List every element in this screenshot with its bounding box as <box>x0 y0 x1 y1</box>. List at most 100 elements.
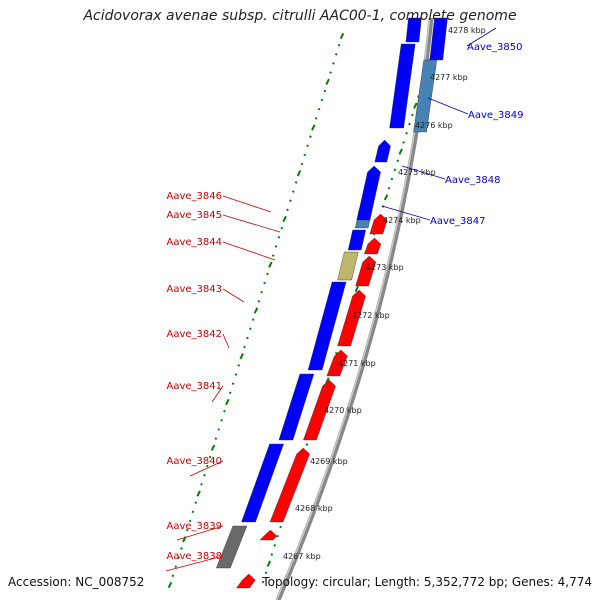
guide-tick-right <box>305 443 309 446</box>
kbp-label: 4272 kbp <box>352 311 390 320</box>
label-leader-left <box>211 385 224 403</box>
gene-feature-left <box>241 443 284 523</box>
guide-tick-left <box>271 254 275 257</box>
gene-label-left: Aave_3839 <box>167 521 223 532</box>
label-leader-right <box>381 205 431 221</box>
gene-label-left: Aave_3838 <box>167 551 223 562</box>
gene-label-right: Aave_3847 <box>430 216 486 227</box>
map-title: Acidovorax avenae subsp. citrulli AAC00-… <box>83 8 517 24</box>
guide-tick-left <box>171 574 175 578</box>
label-leader-left <box>165 555 224 572</box>
guide-tick-right <box>264 571 268 575</box>
guide-tick-right <box>396 159 400 163</box>
gene-feature-forward <box>303 379 336 441</box>
guide-tick-right <box>273 544 277 547</box>
guide-tick-left <box>289 199 292 203</box>
guide-tick-left <box>167 581 173 589</box>
kbp-label: 4273 kbp <box>366 263 404 272</box>
guide-tick-left <box>191 510 195 514</box>
gene-feature-forward <box>364 237 382 255</box>
guide-tick-right <box>383 194 389 201</box>
gene-feature-forward <box>337 289 366 347</box>
guide-tick-left <box>234 373 238 376</box>
guide-tick-left <box>294 181 298 184</box>
guide-tick-left <box>200 483 203 486</box>
guide-tick-left <box>203 473 206 477</box>
guide-tick-left <box>246 336 249 340</box>
label-leader-left <box>222 288 245 303</box>
kbp-labels: 4267 kbp 4268 kbp 4269 kbp 4270 kbp 4271 kbp… <box>283 26 486 561</box>
gene-labels: Aave_3846 Aave_3845 Aave_3844 Aave_3843 Aave… <box>167 42 524 562</box>
gene-feature-forward <box>355 255 377 287</box>
guide-tick-left <box>306 144 309 148</box>
label-leader-right <box>466 27 497 47</box>
gene-feature-forward <box>326 349 348 377</box>
gene-feature-left <box>278 373 315 441</box>
guide-tick-left <box>220 418 223 422</box>
guide-tick-right <box>261 580 265 584</box>
kbp-label: 4278 kbp <box>448 26 486 35</box>
label-leader-left <box>222 214 281 233</box>
kbp-label: 4274 kbp <box>383 216 421 225</box>
guide-tick-left <box>309 135 312 138</box>
gene-label-right: Aave_3848 <box>445 175 501 186</box>
kbp-label: 4268 kbp <box>295 504 333 513</box>
guide-tick-left <box>225 398 230 406</box>
guide-tick-left <box>188 519 192 523</box>
guide-tick-left <box>286 208 289 212</box>
kbp-label: 4275 kbp <box>398 168 436 177</box>
guide-tick-left <box>196 490 201 497</box>
guide-tick-left <box>185 528 189 532</box>
guide-tick-left <box>317 107 321 111</box>
guide-tick-left <box>280 226 284 230</box>
guide-tick-left <box>214 437 218 440</box>
guide-tick-left <box>237 364 241 367</box>
guide-tick-right <box>390 177 394 181</box>
guide-tick-left <box>217 428 221 431</box>
guide-tick-left <box>311 124 316 131</box>
guide-tick-left <box>320 98 324 102</box>
guide-tick-right <box>279 525 282 529</box>
guide-tick-left <box>260 290 264 294</box>
guide-tick-left <box>228 391 232 395</box>
guide-tick-right <box>325 377 330 384</box>
gene-label-left: Aave_3843 <box>167 284 223 295</box>
gene-feature-right <box>429 17 448 61</box>
gene-label-left: Aave_3841 <box>167 381 223 392</box>
guide-tick-left <box>205 464 209 468</box>
gene-label-left: Aave_3840 <box>167 456 223 467</box>
guide-tick-left <box>257 300 261 303</box>
label-leader-right <box>401 165 446 180</box>
label-leader-left <box>222 241 276 261</box>
guide-tick-left <box>239 353 244 360</box>
guide-tick-right <box>402 141 405 144</box>
guide-tick-left <box>263 281 266 285</box>
guide-tick-right <box>398 148 403 155</box>
guide-tick-left <box>208 455 212 459</box>
guide-tick-left <box>339 32 345 40</box>
gene-feature-forward <box>259 529 278 541</box>
guide-tick-left <box>314 117 318 120</box>
guide-tick-right <box>411 113 414 117</box>
gene-feature-forward <box>269 447 310 523</box>
guide-tick-left <box>337 43 341 47</box>
guide-tick-left <box>266 272 269 276</box>
guide-tick-right <box>405 131 408 135</box>
guide-tick-right <box>413 102 418 109</box>
guide-tick-left <box>303 153 307 157</box>
gene-feature-right <box>356 165 381 221</box>
label-leader-left <box>222 333 230 349</box>
guide-tick-right <box>354 285 359 293</box>
label-leaders <box>165 27 497 572</box>
guide-tick-left <box>248 327 252 331</box>
guide-tick-right <box>276 534 279 538</box>
topology-text: Topology: circular; Length: 5,352,772 bp… <box>262 575 592 589</box>
kbp-label: 4277 kbp <box>430 73 468 82</box>
guide-tick-left <box>180 547 183 550</box>
guide-tick-left <box>174 565 178 569</box>
guide-tick-left <box>323 89 327 93</box>
guide-tick-left <box>194 501 198 504</box>
label-leader-left <box>189 460 224 477</box>
guide-tick-left <box>268 261 273 268</box>
guide-tick-left <box>251 318 255 321</box>
